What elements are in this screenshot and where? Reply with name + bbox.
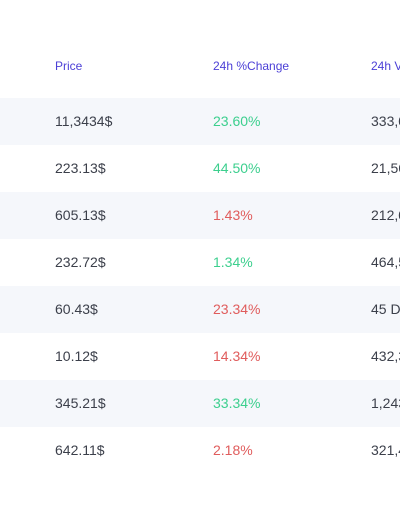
change-cell: 23.34% bbox=[213, 301, 261, 317]
price-cell: 10.12$ bbox=[55, 348, 98, 364]
change-cell: 23.60% bbox=[213, 113, 261, 129]
volume-cell: 21,56 bbox=[371, 160, 400, 176]
change-cell: 14.34% bbox=[213, 348, 261, 364]
column-header-24h-change[interactable]: 24h %Change bbox=[213, 59, 290, 73]
volume-cell: 45 D bbox=[371, 301, 400, 317]
price-cell: 605.13$ bbox=[55, 207, 106, 223]
column-header-price[interactable]: Price bbox=[55, 59, 83, 73]
price-cell: 345.21$ bbox=[55, 395, 106, 411]
table-row[interactable]: 10.12$ 14.34% 432,3 bbox=[0, 333, 400, 380]
table-row[interactable]: 642.11$ 2.18% 321,4 bbox=[0, 427, 400, 474]
table-header-row: Price 24h %Change 24h V bbox=[0, 52, 400, 80]
change-cell: 2.18% bbox=[213, 442, 253, 458]
price-cell: 60.43$ bbox=[55, 301, 98, 317]
table-row[interactable]: 345.21$ 33.34% 1,243 bbox=[0, 380, 400, 427]
table-row[interactable]: 60.43$ 23.34% 45 D bbox=[0, 286, 400, 333]
price-cell: 642.11$ bbox=[55, 442, 105, 458]
volume-cell: 321,4 bbox=[371, 442, 400, 458]
column-header-24h-volume[interactable]: 24h V bbox=[371, 59, 400, 73]
price-cell: 232.72$ bbox=[55, 254, 106, 270]
volume-cell: 464,5 bbox=[371, 254, 400, 270]
table-body: 11,3434$ 23.60% 333,0 223.13$ 44.50% 21,… bbox=[0, 98, 400, 474]
volume-cell: 1,243 bbox=[371, 395, 400, 411]
table-row[interactable]: 232.72$ 1.34% 464,5 bbox=[0, 239, 400, 286]
table-row[interactable]: 605.13$ 1.43% 212,0 bbox=[0, 192, 400, 239]
change-cell: 1.34% bbox=[213, 254, 253, 270]
table-row[interactable]: 11,3434$ 23.60% 333,0 bbox=[0, 98, 400, 145]
price-cell: 223.13$ bbox=[55, 160, 106, 176]
change-cell: 44.50% bbox=[213, 160, 261, 176]
change-cell: 1.43% bbox=[213, 207, 253, 223]
volume-cell: 212,0 bbox=[371, 207, 400, 223]
table-row[interactable]: 223.13$ 44.50% 21,56 bbox=[0, 145, 400, 192]
volume-cell: 432,3 bbox=[371, 348, 400, 364]
volume-cell: 333,0 bbox=[371, 113, 400, 129]
price-cell: 11,3434$ bbox=[55, 113, 113, 129]
change-cell: 33.34% bbox=[213, 395, 261, 411]
